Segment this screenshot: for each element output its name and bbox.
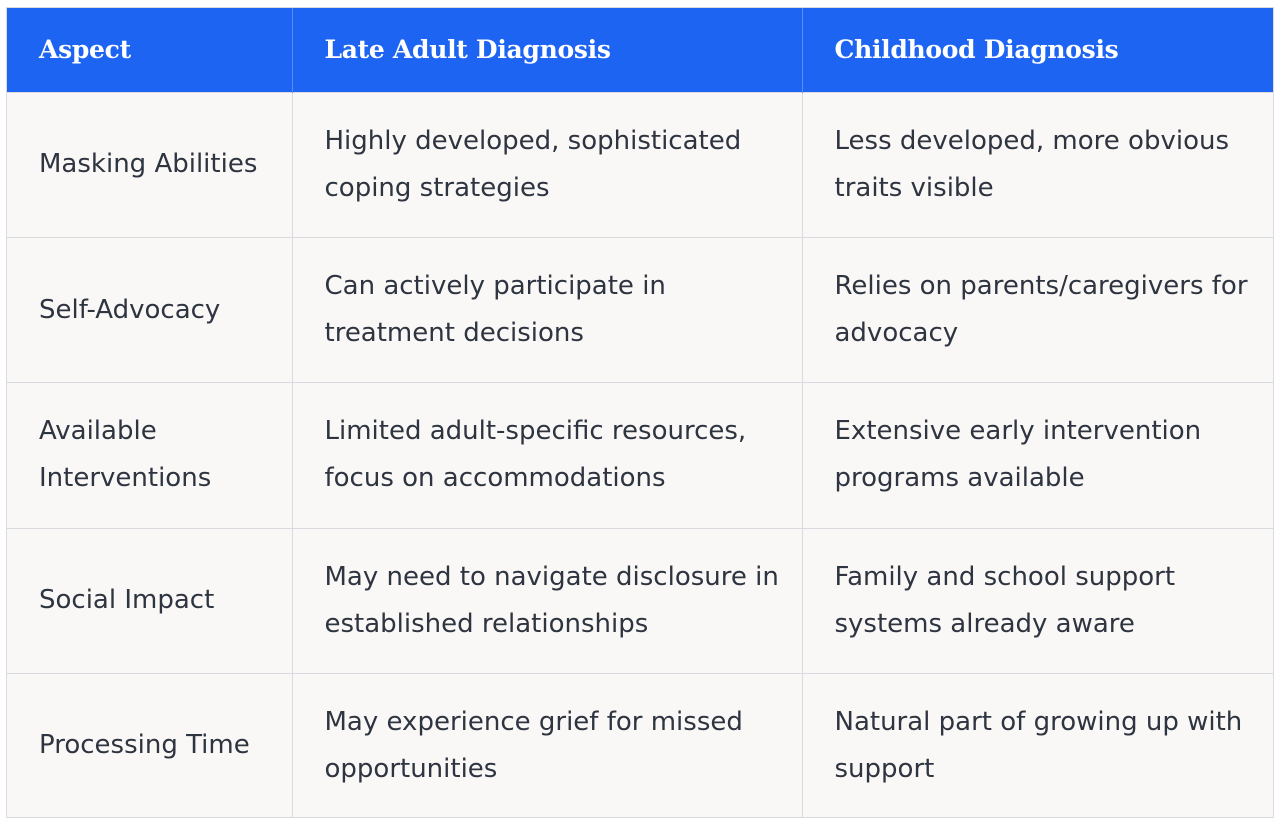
aspect-cell: Masking Abilities [7, 91, 293, 238]
late-adult-cell: May need to navigate disclosure in estab… [292, 527, 803, 674]
childhood-cell: Less developed, more obvious traits visi… [802, 91, 1273, 238]
childhood-cell: Family and school support systems alread… [802, 527, 1273, 674]
aspect-cell: Self-Advocacy [7, 236, 293, 383]
table-row: Social Impact May need to navigate discl… [7, 527, 1273, 674]
comparison-table: Aspect Late Adult Diagnosis Childhood Di… [7, 8, 1273, 817]
table-row: Processing Time May experience grief for… [7, 673, 1273, 817]
table-header: Aspect Late Adult Diagnosis Childhood Di… [7, 8, 1273, 92]
aspect-cell: Processing Time [7, 673, 293, 817]
table-row: Available Interventions Limited adult-sp… [7, 382, 1273, 529]
header-row: Aspect Late Adult Diagnosis Childhood Di… [7, 8, 1273, 92]
header-late-adult-diagnosis: Late Adult Diagnosis [292, 8, 803, 92]
childhood-cell: Relies on parents/caregivers for advocac… [802, 236, 1273, 383]
table-row: Masking Abilities Highly developed, soph… [7, 91, 1273, 238]
late-adult-cell: Can actively participate in treatment de… [292, 236, 803, 383]
late-adult-cell: May experience grief for missed opportun… [292, 673, 803, 817]
aspect-cell: Social Impact [7, 527, 293, 674]
table-body: Masking Abilities Highly developed, soph… [7, 91, 1273, 817]
table-row: Self-Advocacy Can actively participate i… [7, 236, 1273, 383]
header-aspect: Aspect [7, 8, 293, 92]
late-adult-cell: Limited adult-specific resources, focus … [292, 382, 803, 529]
childhood-cell: Extensive early intervention programs av… [802, 382, 1273, 529]
childhood-cell: Natural part of growing up with support [802, 673, 1273, 817]
header-childhood-diagnosis: Childhood Diagnosis [802, 8, 1273, 92]
aspect-cell: Available Interventions [7, 382, 293, 529]
comparison-table-container: Aspect Late Adult Diagnosis Childhood Di… [6, 7, 1274, 818]
late-adult-cell: Highly developed, sophisticated coping s… [292, 91, 803, 238]
